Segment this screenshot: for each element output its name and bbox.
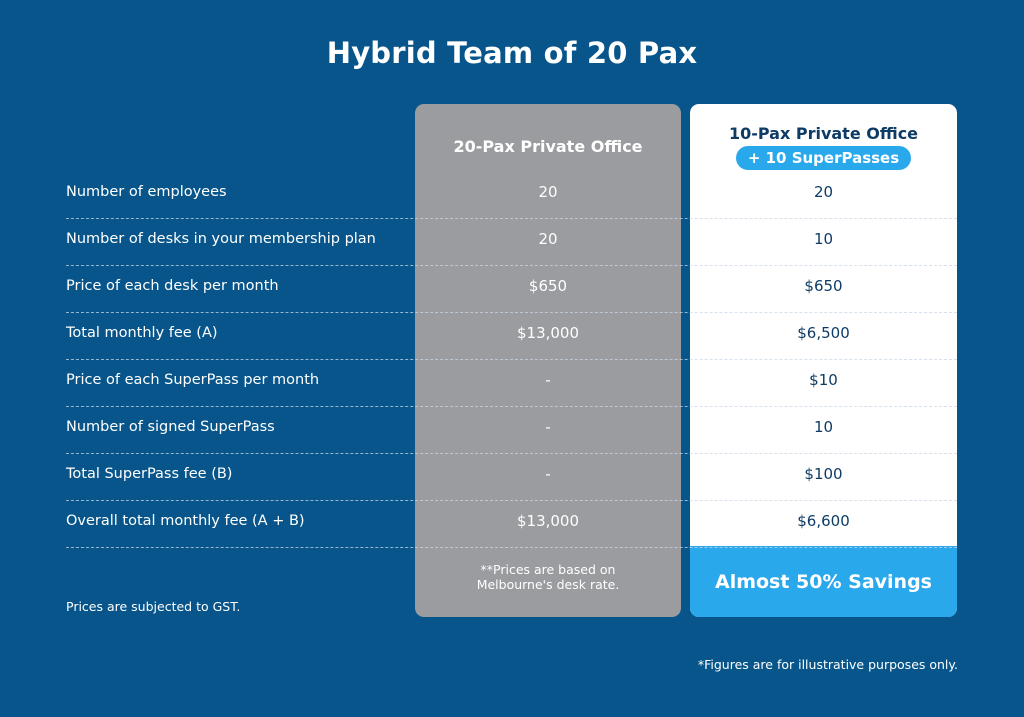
price-basis-note-line-2: Melbourne's desk rate. [476, 577, 620, 592]
plan-a-column: 20-Pax Private Office **Prices are based… [415, 104, 681, 617]
plan-a-value: $13,000 [516, 324, 580, 342]
plan-b-header: 10-Pax Private Office + 10 SuperPasses [690, 124, 957, 170]
plan-a-value: - [545, 371, 551, 389]
plan-b-column: 10-Pax Private Office + 10 SuperPasses A… [690, 104, 957, 617]
table-row: Number of employees 20 20 [66, 172, 957, 219]
row-label: Total monthly fee (A) [66, 325, 218, 341]
table-row: Price of each SuperPass per month - $10 [66, 360, 957, 407]
plan-a-value: $650 [528, 277, 568, 295]
table-row: Price of each desk per month $650 $650 [66, 266, 957, 313]
plan-b-heading: 10-Pax Private Office [728, 124, 919, 143]
savings-banner: Almost 50% Savings [690, 546, 957, 617]
plan-b-value: $6,500 [797, 324, 850, 342]
plan-b-value: 20 [813, 183, 834, 201]
plan-a-value: 20 [538, 183, 558, 201]
row-label: Number of desks in your membership plan [66, 231, 376, 247]
row-label: Price of each desk per month [66, 278, 279, 294]
plan-b-value: $6,600 [797, 512, 850, 530]
price-basis-note-line-1: **Prices are based on [480, 562, 616, 577]
plan-a-value: - [545, 465, 551, 483]
gst-note: Prices are subjected to GST. [66, 599, 241, 614]
disclaimer-note: *Figures are for illustrative purposes o… [697, 657, 958, 672]
table-row: Overall total monthly fee (A + B) $13,00… [66, 501, 957, 548]
row-label: Price of each SuperPass per month [66, 372, 320, 388]
row-label: Overall total monthly fee (A + B) [66, 513, 305, 529]
plan-b-value: $100 [804, 465, 843, 483]
plan-a-heading: 20-Pax Private Office [453, 137, 643, 156]
plan-b-value: 10 [813, 418, 834, 436]
price-basis-note: **Prices are based on Melbourne's desk r… [415, 562, 681, 592]
plan-b-value: 10 [813, 230, 834, 248]
row-label: Number of signed SuperPass [66, 419, 275, 435]
table-row: Total monthly fee (A) $13,000 $6,500 [66, 313, 957, 360]
plan-b-value: $650 [804, 277, 843, 295]
plan-a-value: 20 [538, 230, 558, 248]
plan-a-value: $13,000 [516, 512, 580, 530]
page-title: Hybrid Team of 20 Pax [326, 36, 698, 70]
table-row: Total SuperPass fee (B) - $100 [66, 454, 957, 501]
row-label: Total SuperPass fee (B) [66, 466, 233, 482]
comparison-table: Number of employees 20 20 Number of desk… [66, 172, 957, 548]
row-label: Number of employees [66, 184, 227, 200]
table-row: Number of signed SuperPass - 10 [66, 407, 957, 454]
table-row: Number of desks in your membership plan … [66, 219, 957, 266]
plan-b-value: $10 [809, 371, 838, 389]
superpass-badge: + 10 SuperPasses [735, 146, 912, 170]
plan-a-value: - [545, 418, 551, 436]
